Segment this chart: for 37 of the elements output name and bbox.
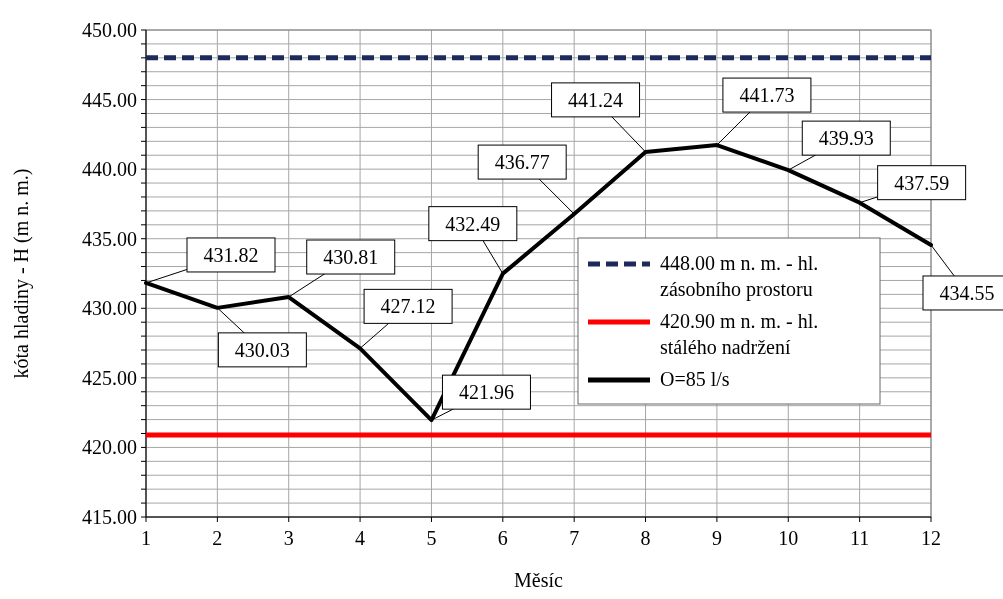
x-tick-label: 6 bbox=[497, 527, 508, 549]
data-label: 441.24 bbox=[568, 88, 624, 111]
y-tick-label: 420.00 bbox=[82, 436, 137, 459]
x-tick-label: 5 bbox=[426, 527, 437, 549]
y-tick-label: 425.00 bbox=[82, 366, 137, 389]
data-label: 431.82 bbox=[203, 243, 259, 266]
data-label: 434.55 bbox=[939, 281, 995, 304]
data-label: 427.12 bbox=[380, 295, 436, 318]
y-tick-label: 415.00 bbox=[82, 506, 137, 528]
data-label: 437.59 bbox=[894, 171, 950, 194]
x-tick-label: 10 bbox=[778, 527, 799, 549]
data-label: 430.81 bbox=[323, 246, 379, 269]
x-tick-label: 7 bbox=[569, 527, 580, 549]
x-tick-label: 11 bbox=[850, 527, 870, 549]
y-tick-label: 430.00 bbox=[82, 297, 137, 320]
x-tick-label: 12 bbox=[921, 527, 941, 549]
legend-label: O=85 l/s bbox=[660, 368, 730, 390]
y-tick-label: 445.00 bbox=[82, 88, 137, 111]
y-tick-label: 435.00 bbox=[82, 227, 137, 250]
x-tick-label: 2 bbox=[212, 527, 223, 549]
y-tick-label: 450.00 bbox=[82, 19, 137, 41]
x-tick-label: 9 bbox=[711, 527, 722, 549]
y-tick-label: 440.00 bbox=[82, 158, 137, 181]
data-label: 430.03 bbox=[234, 338, 290, 361]
x-axis-title: Měsíc bbox=[514, 569, 564, 591]
data-label: 436.77 bbox=[494, 151, 550, 174]
x-tick-label: 1 bbox=[141, 527, 151, 549]
x-tick-label: 4 bbox=[355, 527, 366, 549]
data-label: 421.96 bbox=[458, 381, 514, 404]
x-tick-label: 3 bbox=[283, 527, 294, 549]
x-tick-label: 8 bbox=[640, 527, 651, 549]
legend-label: 448.00 m n. m. - hl. zásobního prostoru bbox=[660, 252, 819, 301]
data-label: 439.93 bbox=[818, 127, 874, 150]
legend-label: 420.90 m n. m. - hl. stálého nadržení bbox=[660, 310, 819, 358]
y-axis-title: kóta hladiny - H (m n. m.) bbox=[10, 168, 33, 379]
data-label: 441.73 bbox=[739, 84, 795, 107]
data-label: 432.49 bbox=[445, 212, 501, 235]
